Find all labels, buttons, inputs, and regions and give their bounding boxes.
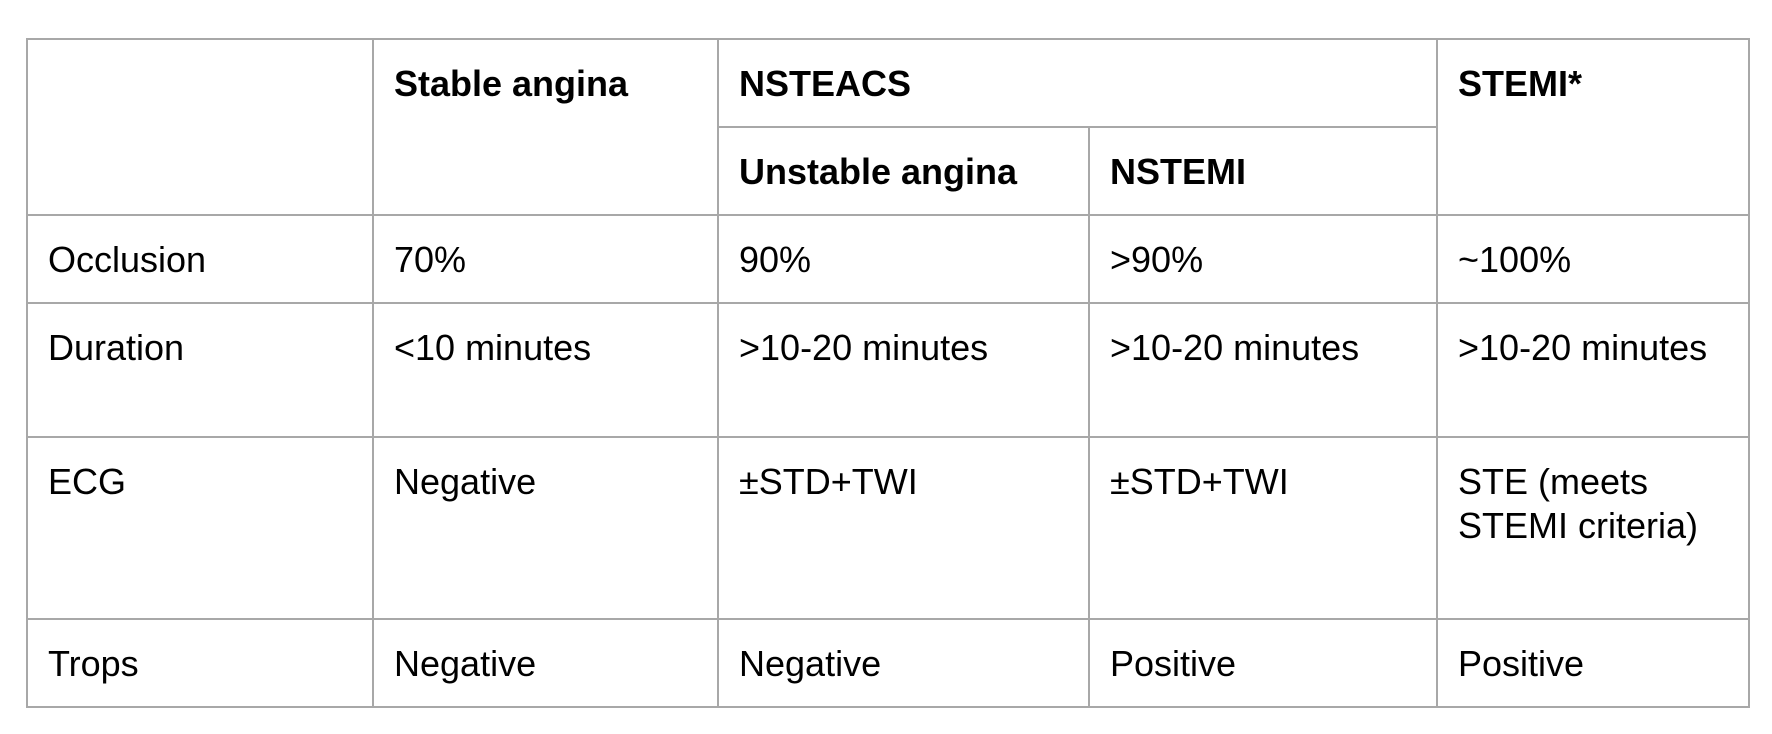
cell-nstemi: >10-20 minutes <box>1088 302 1438 438</box>
cell-stemi: ~100% <box>1436 214 1750 304</box>
cell-nstemi: ±STD+TWI <box>1088 436 1438 620</box>
cell-stable-angina: Negative <box>372 436 719 620</box>
header-stemi: STEMI* <box>1436 38 1750 216</box>
header-nsteacs: NSTEACS <box>717 38 1438 128</box>
cell-nstemi: >90% <box>1088 214 1438 304</box>
table-row-duration: Duration <10 minutes >10-20 minutes >10-… <box>26 302 1750 438</box>
cell-stemi: >10-20 minutes <box>1436 302 1750 438</box>
row-label: Duration <box>26 302 374 438</box>
acs-comparison-table: Stable angina NSTEACS STEMI* Unstable an… <box>26 38 1750 708</box>
header-row-top: Stable angina NSTEACS STEMI* <box>26 38 1750 216</box>
cell-stable-angina: <10 minutes <box>372 302 719 438</box>
header-empty-corner <box>26 38 374 216</box>
cell-stemi: Positive <box>1436 618 1750 708</box>
header-unstable-angina: Unstable angina <box>717 126 1090 216</box>
header-stable-angina: Stable angina <box>372 38 719 216</box>
row-label: ECG <box>26 436 374 620</box>
cell-stable-angina: 70% <box>372 214 719 304</box>
header-row-sub: Unstable angina NSTEMI <box>27 126 1749 216</box>
table-row-occlusion: Occlusion 70% 90% >90% ~100% <box>26 214 1750 304</box>
header-nstemi: NSTEMI <box>1088 126 1438 216</box>
cell-stable-angina: Negative <box>372 618 719 708</box>
cell-unstable-angina: Negative <box>717 618 1090 708</box>
cell-unstable-angina: ±STD+TWI <box>717 436 1090 620</box>
row-label: Trops <box>26 618 374 708</box>
table-row-trops: Trops Negative Negative Positive Positiv… <box>26 618 1750 708</box>
cell-unstable-angina: >10-20 minutes <box>717 302 1090 438</box>
table-row-ecg: ECG Negative ±STD+TWI ±STD+TWI STE (meet… <box>26 436 1750 620</box>
row-label: Occlusion <box>26 214 374 304</box>
cell-stemi: STE (meets STEMI criteria) <box>1436 436 1750 620</box>
cell-nstemi: Positive <box>1088 618 1438 708</box>
cell-unstable-angina: 90% <box>717 214 1090 304</box>
